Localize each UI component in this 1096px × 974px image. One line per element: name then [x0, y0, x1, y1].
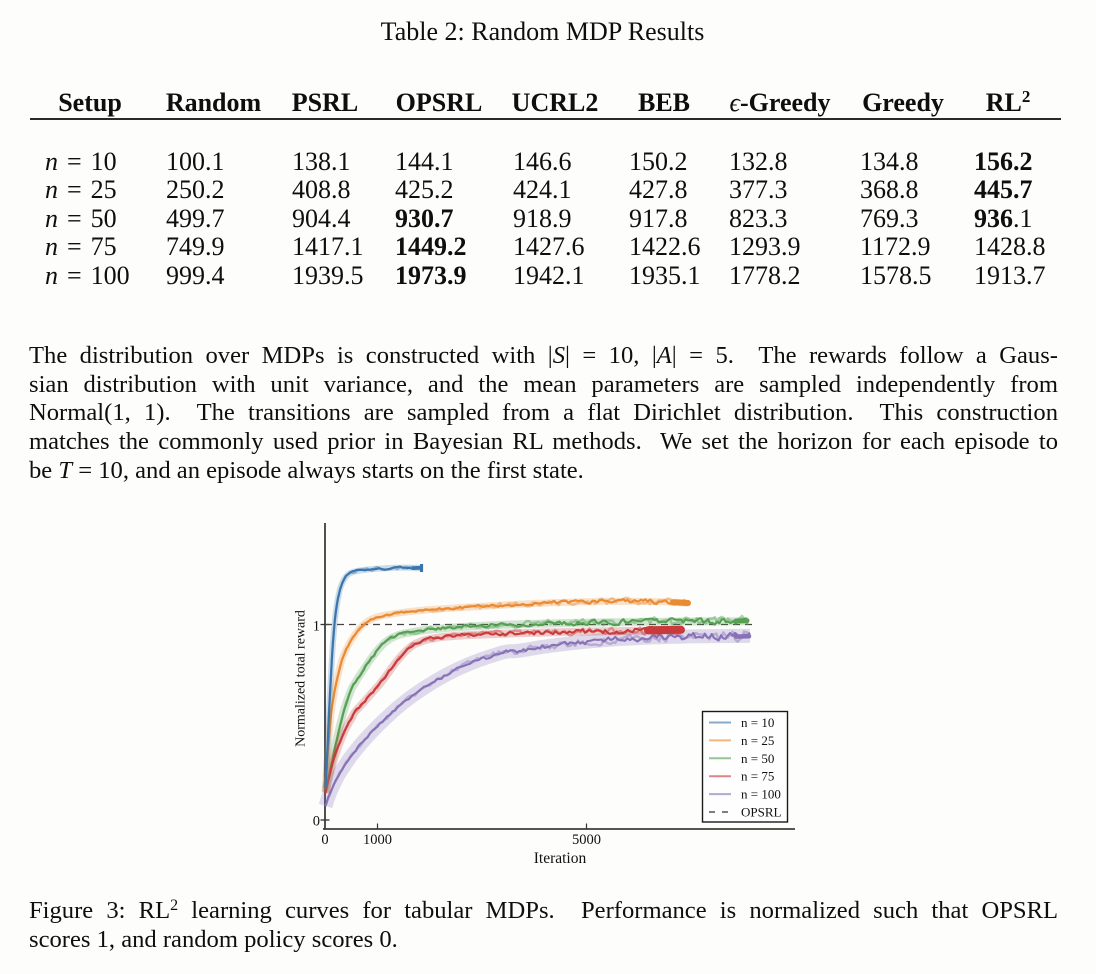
svg-text:5000: 5000 [572, 832, 601, 848]
svg-text:1000: 1000 [363, 832, 392, 848]
svg-text:n = 50: n = 50 [741, 751, 774, 766]
svg-text:n = 25: n = 25 [741, 733, 774, 748]
svg-text:0: 0 [321, 832, 328, 848]
svg-text:1: 1 [313, 619, 320, 635]
svg-text:Normalized total reward: Normalized total reward [294, 610, 309, 747]
svg-text:n = 10: n = 10 [741, 715, 774, 730]
svg-text:0: 0 [313, 814, 320, 830]
svg-text:OPSRL: OPSRL [741, 805, 782, 820]
svg-text:n = 75: n = 75 [741, 769, 774, 784]
svg-text:Iteration: Iteration [534, 850, 587, 867]
svg-text:n = 100: n = 100 [741, 787, 781, 802]
